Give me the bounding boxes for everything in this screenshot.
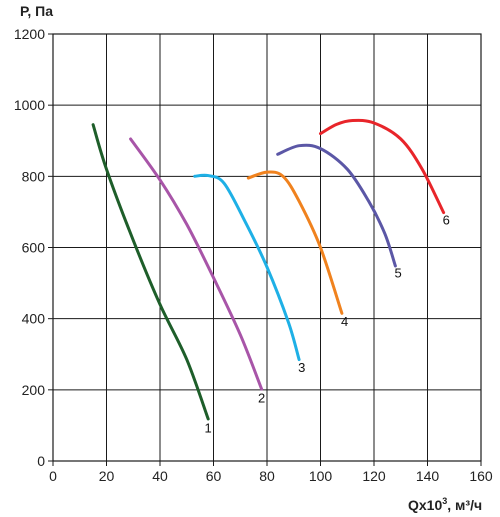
x-axis-title-unit: , м³/ч [447,497,482,513]
grid [52,33,482,462]
series-line-1 [91,123,210,421]
series-label-6: 6 [443,212,450,227]
x-tick-label: 80 [259,468,275,484]
x-axis-title-superscript: 3 [442,496,447,506]
x-axis-ticks: 0 20 40 60 80 100 120 140 160 [49,461,493,484]
x-tick-label: 160 [469,468,493,484]
series-lines [91,118,446,421]
y-tick-label: 0 [37,453,45,469]
x-tick-label: 60 [206,468,222,484]
series-line-6 [319,118,446,215]
x-tick-label: 20 [99,468,115,484]
series-label-5: 5 [394,266,401,281]
y-axis-ticks: 0 200 400 600 800 1000 1200 [14,26,53,469]
y-tick-label: 600 [22,240,46,256]
y-tick-label: 1200 [14,26,45,42]
series-label-3: 3 [298,360,305,375]
y-tick-label: 1000 [14,97,45,113]
series-label-1: 1 [205,421,212,436]
series-line-5 [276,143,397,268]
series-label-4: 4 [341,314,348,329]
y-axis-title: Р, Па [20,3,53,19]
x-axis-title: Qx103, м³/ч [408,496,482,513]
y-tick-label: 200 [22,382,46,398]
x-tick-label: 40 [152,468,168,484]
x-tick-label: 0 [49,468,57,484]
y-tick-label: 400 [22,311,46,327]
x-axis-title-main: Qx10 [408,497,442,513]
series-label-2: 2 [258,390,265,405]
y-tick-label: 800 [22,168,46,184]
series-line-3 [193,173,301,362]
x-tick-label: 140 [416,468,440,484]
x-tick-label: 100 [309,468,333,484]
x-tick-label: 120 [362,468,386,484]
series-line-2 [129,137,264,391]
series-labels: 1 2 3 4 5 6 [205,212,450,435]
series-line-4 [246,170,344,315]
